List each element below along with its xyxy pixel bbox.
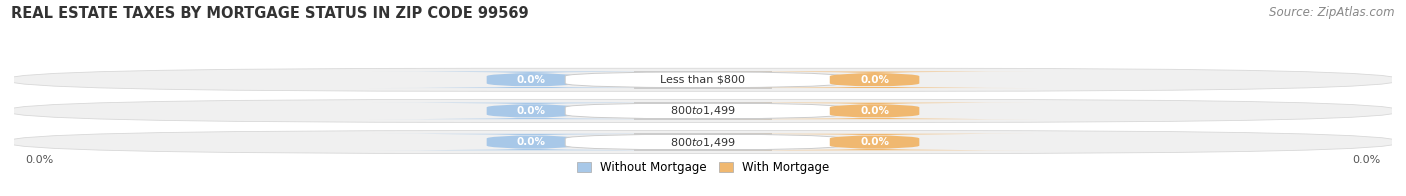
FancyBboxPatch shape: [370, 103, 693, 119]
Text: REAL ESTATE TAXES BY MORTGAGE STATUS IN ZIP CODE 99569: REAL ESTATE TAXES BY MORTGAGE STATUS IN …: [11, 6, 529, 21]
Text: 0.0%: 0.0%: [517, 75, 546, 85]
Text: 0.0%: 0.0%: [860, 75, 889, 85]
Text: $800 to $1,499: $800 to $1,499: [671, 136, 735, 149]
Text: 0.0%: 0.0%: [25, 155, 53, 165]
FancyBboxPatch shape: [713, 72, 1036, 88]
Text: 0.0%: 0.0%: [860, 137, 889, 147]
FancyBboxPatch shape: [713, 134, 1036, 150]
FancyBboxPatch shape: [713, 103, 1036, 119]
FancyBboxPatch shape: [565, 134, 841, 150]
Text: Less than $800: Less than $800: [661, 75, 745, 85]
FancyBboxPatch shape: [7, 68, 1399, 91]
FancyBboxPatch shape: [565, 72, 841, 88]
FancyBboxPatch shape: [370, 134, 693, 150]
Text: 0.0%: 0.0%: [1353, 155, 1381, 165]
Legend: Without Mortgage, With Mortgage: Without Mortgage, With Mortgage: [576, 161, 830, 174]
Text: Source: ZipAtlas.com: Source: ZipAtlas.com: [1270, 6, 1395, 19]
FancyBboxPatch shape: [7, 99, 1399, 122]
Text: 0.0%: 0.0%: [517, 106, 546, 116]
Text: 0.0%: 0.0%: [860, 106, 889, 116]
Text: $800 to $1,499: $800 to $1,499: [671, 104, 735, 117]
Text: 0.0%: 0.0%: [517, 137, 546, 147]
FancyBboxPatch shape: [565, 103, 841, 119]
FancyBboxPatch shape: [7, 131, 1399, 153]
FancyBboxPatch shape: [370, 72, 693, 88]
